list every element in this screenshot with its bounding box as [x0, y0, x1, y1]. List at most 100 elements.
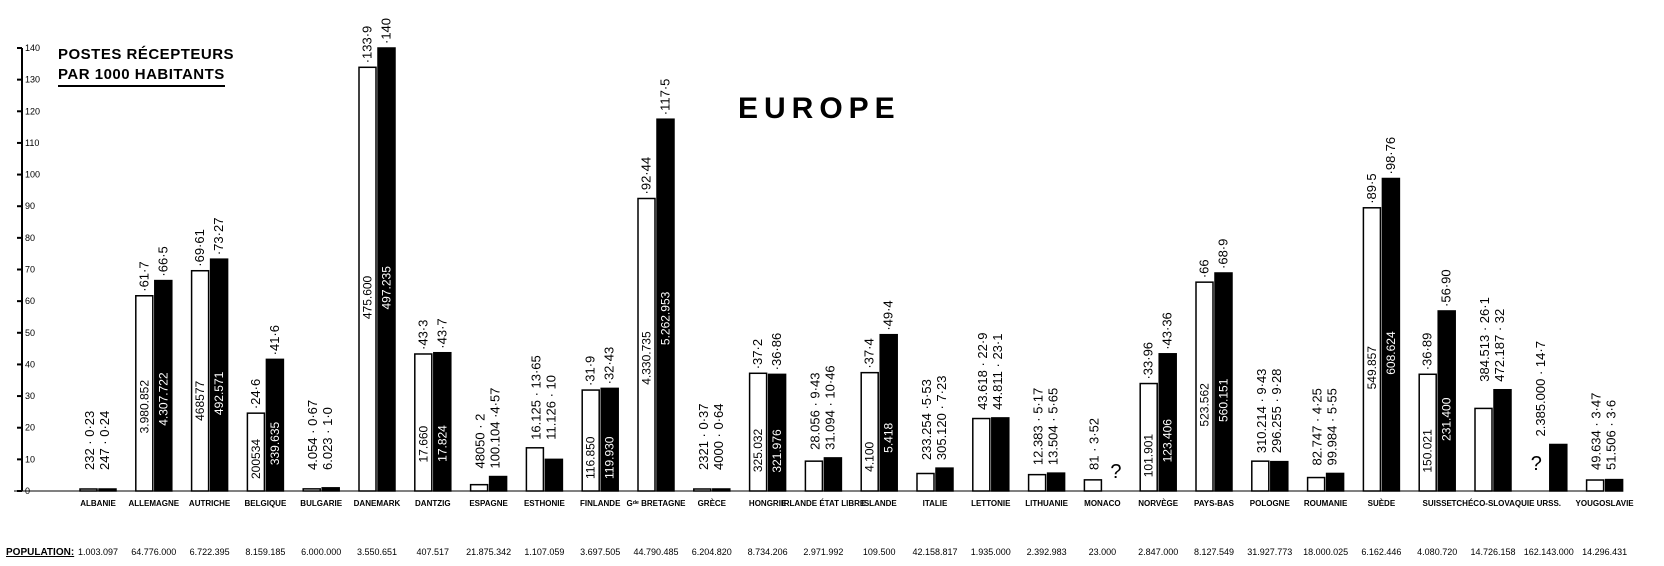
data-label-a: 28.056 · 9·43 — [807, 373, 822, 450]
population-label: POPULATION: — [6, 547, 75, 558]
bar-series-a — [860, 371, 879, 492]
data-label-b: 51.506 · 3·6 — [1604, 400, 1619, 470]
population-value: 42.158.817 — [912, 547, 957, 557]
population-value: 23.000 — [1089, 547, 1117, 557]
data-label-b: 6.023 · 1·0 — [320, 407, 335, 470]
category-label: SUÈDE — [1368, 499, 1396, 508]
data-label-b: ·41·6 — [267, 325, 282, 355]
category-label: ISLANDE — [862, 499, 898, 508]
category-label: BULGARIE — [300, 499, 342, 508]
data-label-b: ·66·5 — [155, 246, 170, 276]
data-label-b: ·49·4 — [881, 300, 896, 330]
category-label: NORVÈGE — [1138, 499, 1179, 508]
bar-series-b — [377, 47, 396, 492]
bar-series-a — [1362, 207, 1382, 492]
data-label-a: 16.125 · 13·65 — [528, 355, 543, 440]
bar-series-b — [1214, 272, 1233, 492]
population-value: 14.726.158 — [1470, 547, 1515, 557]
data-label-a: 2.385.000 · 14·7 — [1533, 341, 1548, 436]
data-label-b: 247 · 0·24 — [97, 411, 112, 470]
y-tick-label: 110 — [25, 138, 39, 148]
bar-series-a — [469, 483, 489, 492]
bar-series-b — [656, 118, 675, 492]
population-value: 3.550.651 — [357, 547, 397, 557]
bar-series-a — [581, 389, 600, 492]
y-tick-label: 90 — [25, 201, 35, 211]
category-label: IRLANDE ÉTAT LIBRE — [782, 499, 866, 508]
category-label: ESTHONIE — [524, 499, 566, 508]
category-label: HONGRIE — [749, 499, 787, 508]
population-value: 3.697.505 — [580, 547, 620, 557]
category-label: URSS. — [1537, 499, 1561, 508]
category-labels: ALBANIE 1.003.097 ALLEMAGNE 64.776.000 AUTRI… — [78, 499, 1634, 557]
population-value: 4.080.720 — [1417, 547, 1457, 557]
bar-series-b — [767, 373, 787, 492]
bar-series-a — [1195, 281, 1214, 492]
bar-series-a — [1027, 473, 1047, 492]
data-label-a: 310.214 · 9·43 — [1254, 369, 1269, 454]
data-label-b: ·117·5 — [658, 79, 673, 116]
population-value: 1.935.000 — [971, 547, 1011, 557]
data-label-a: ·69·61 — [192, 229, 207, 267]
bar-series-b — [1325, 472, 1345, 492]
category-label: DANEMARK — [354, 499, 401, 508]
bar-series-a — [1306, 476, 1326, 492]
data-label-b: 4000 · 0·64 — [711, 404, 726, 471]
bar-series-a — [1418, 373, 1437, 492]
category-label: ALBANIE — [80, 499, 116, 508]
inner-label-a: 101.901 — [1142, 434, 1156, 478]
data-label-a: 43.618 · 22·9 — [975, 333, 990, 410]
population-value: 407.517 — [417, 547, 450, 557]
data-label-b: ·98·76 — [1383, 137, 1398, 175]
data-label-b: 472.187 · 32 — [1492, 309, 1507, 382]
bar-series-b — [98, 488, 117, 492]
category-label: SUISSE — [1423, 499, 1453, 508]
population-value: 44.790.485 — [633, 547, 678, 557]
bar-series-a — [190, 269, 210, 492]
category-label: ROUMANIE — [1304, 499, 1348, 508]
data-label-b: ·43·7 — [434, 318, 449, 348]
inner-label-b: 497.235 — [380, 266, 394, 310]
unknown-mark: ? — [1531, 453, 1542, 475]
bar-series-a — [693, 488, 712, 492]
bar-series-b — [935, 467, 954, 492]
inner-label-b: 119.930 — [603, 436, 617, 479]
inner-label-a: 200534 — [249, 439, 263, 479]
category-label: MONACO — [1084, 499, 1120, 508]
y-tick-label: 60 — [25, 296, 35, 306]
inner-label-b: 5.262.953 — [659, 291, 673, 345]
bar-series-a — [79, 488, 98, 492]
inner-label-a: 468577 — [193, 380, 207, 420]
y-tick-label: 120 — [25, 106, 40, 116]
data-label-a: ·66 — [1197, 259, 1212, 278]
bar-series-a — [748, 372, 768, 492]
inner-label-b: 17.824 — [435, 425, 449, 462]
category-label: YOUGOSLAVIE — [1576, 499, 1635, 508]
category-label: LETTONIE — [971, 499, 1011, 508]
bar-series-a — [637, 197, 656, 492]
bar-series-a — [1139, 382, 1158, 492]
inner-label-b: 5.418 — [882, 422, 896, 452]
inner-label-a: 3.980.852 — [137, 380, 151, 434]
bar-series-b — [1270, 460, 1289, 492]
inner-label-b: 4.307.722 — [156, 372, 170, 426]
data-label-a: ·89·5 — [1364, 173, 1379, 203]
bar-series-a — [135, 295, 154, 492]
data-label-b: ·140 — [379, 18, 394, 44]
data-label-b: 305.120 · 7·23 — [934, 376, 949, 461]
bar-series-b — [1158, 353, 1177, 492]
bar-series-b — [321, 487, 340, 492]
data-label-b: 296.255 · 9·28 — [1269, 369, 1284, 454]
category-label: TCHÉCO-SLOVAQUIE — [1452, 499, 1536, 508]
inner-label-b: 123.406 — [1161, 419, 1175, 463]
bar-series-a — [358, 66, 377, 492]
data-label-a: 232 · 0·23 — [82, 411, 97, 470]
population-value: 14.296.431 — [1582, 547, 1627, 557]
bar-series-a — [916, 472, 935, 492]
bar-series-b — [879, 333, 898, 492]
data-label-b: 99.984 · 5·55 — [1325, 388, 1340, 465]
legend-line-2: PAR 1000 HABITANTS — [58, 66, 225, 87]
category-label: ESPAGNE — [469, 499, 508, 508]
category-label: Gᵈᵉ BRETAGNE — [627, 499, 687, 508]
